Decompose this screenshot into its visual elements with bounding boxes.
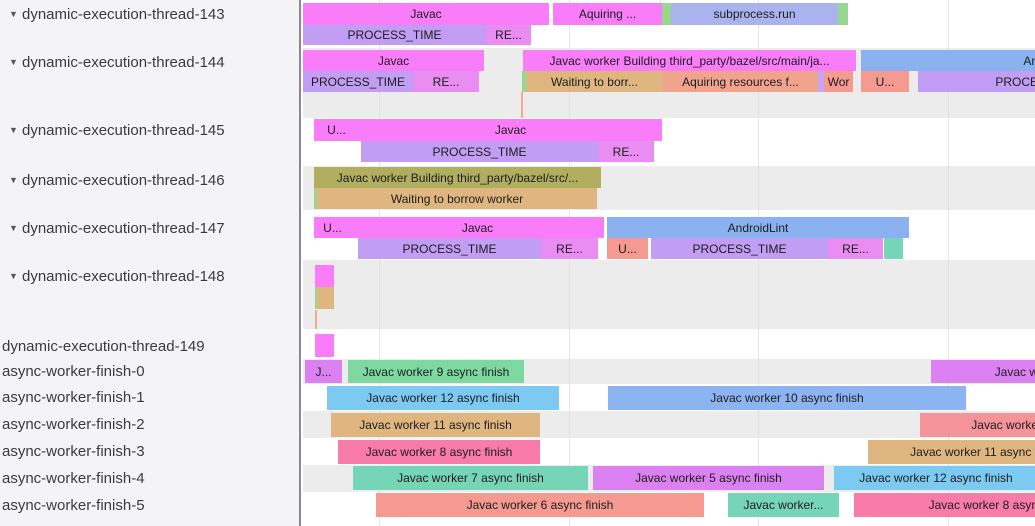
timeline-canvas[interactable]: Javac Aquiring ... subprocess.run PROCESS_T… — [303, 0, 1035, 526]
trace-slice-process-time[interactable]: PROCESS_TIME — [303, 71, 413, 92]
trace-slice[interactable] — [884, 238, 903, 259]
trace-slice-javac-worker-7-async-finish[interactable]: Javac worker 7 async finish — [353, 466, 588, 490]
time-gridline — [569, 0, 570, 526]
trace-slice-javac-worker-11-async-finish[interactable]: Javac worker 11 async finish — [331, 413, 540, 437]
trace-slice-waiting-to-borrow-worker[interactable]: Waiting to borrow worker — [317, 188, 597, 209]
trace-slice-process-time[interactable]: PROCESS_TIME — [303, 25, 486, 45]
track-name-text: dynamic-execution-thread-149 — [2, 337, 205, 355]
track-name-text: async-worker-finish-4 — [2, 469, 145, 487]
trace-slice[interactable] — [818, 71, 824, 92]
track-name-text: dynamic-execution-thread-145 — [22, 121, 225, 139]
trace-slice-u[interactable]: U... — [607, 238, 648, 259]
track-name-text: async-worker-finish-0 — [2, 362, 145, 380]
trace-slice-javac[interactable]: Javac — [303, 3, 549, 25]
track-group-label-dynamic-execution-thread-146[interactable]: ▼ dynamic-execution-thread-146 — [0, 170, 299, 190]
trace-slice-javac-worker-building-third-party-bazel-src-main-ja[interactable]: Javac worker Building third_party/bazel/… — [523, 50, 856, 71]
trace-slice-aquiring-resources-f[interactable]: Aquiring resources f... — [663, 71, 818, 92]
trace-slice-javac-worker-12-async-finish[interactable]: Javac worker 12 async finish — [327, 386, 559, 410]
trace-slice-javac[interactable]: Javac — [351, 217, 604, 238]
track-name-text: dynamic-execution-thread-148 — [22, 267, 225, 285]
trace-slice[interactable] — [315, 334, 334, 357]
collapse-triangle-icon[interactable]: ▼ — [9, 9, 18, 19]
trace-slice-re[interactable]: RE... — [598, 141, 654, 162]
track-group-label-dynamic-execution-thread-145[interactable]: ▼ dynamic-execution-thread-145 — [0, 120, 299, 140]
track-group-label-async-worker-finish-3[interactable]: async-worker-finish-3 — [0, 441, 299, 461]
trace-slice-waiting-to-borr[interactable]: Waiting to borr... — [526, 71, 663, 92]
track-group-label-async-worker-finish-5[interactable]: async-worker-finish-5 — [0, 495, 299, 515]
track-group-label-dynamic-execution-thread-148[interactable]: ▼ dynamic-execution-thread-148 — [0, 266, 299, 286]
collapse-triangle-icon[interactable]: ▼ — [9, 271, 18, 281]
track-group-label-dynamic-execution-thread-147[interactable]: ▼ dynamic-execution-thread-147 — [0, 218, 299, 238]
trace-slice-an[interactable]: An — [861, 50, 1035, 71]
trace-slice-javac[interactable]: Javac — [359, 119, 662, 141]
trace-slice[interactable] — [838, 3, 848, 25]
trace-slice-process-time[interactable]: PROCESS_TIME — [361, 141, 598, 162]
trace-slice-subprocess-run[interactable]: subprocess.run — [671, 3, 838, 25]
trace-slice-javac-worker-10-async-finish[interactable]: Javac worker 10 async finish — [608, 386, 966, 410]
time-gridline — [379, 0, 380, 526]
trace-slice-javac-worker-8-async-finish[interactable]: Javac worker 8 async finish — [338, 440, 540, 464]
trace-slice-javac-worker-8-asyn[interactable]: Javac worker 8 asyn — [854, 493, 1035, 517]
trace-slice-javac-worker[interactable]: Javac worker... — [728, 493, 839, 517]
track-name-text: dynamic-execution-thread-146 — [22, 171, 225, 189]
track-name-text: async-worker-finish-2 — [2, 415, 145, 433]
track-group-label-dynamic-execution-thread-144[interactable]: ▼ dynamic-execution-thread-144 — [0, 52, 299, 72]
trace-slice-javac-worker-9-async-finish[interactable]: Javac worker 9 async finish — [348, 360, 524, 383]
trace-slice-re[interactable]: RE... — [541, 238, 598, 259]
track-name-sidebar: ▼ dynamic-execution-thread-143 ▼ dynamic-ex… — [0, 0, 301, 526]
time-gridline — [758, 0, 759, 526]
track-group-label-dynamic-execution-thread-143[interactable]: ▼ dynamic-execution-thread-143 — [0, 4, 299, 24]
track-group-label-async-worker-finish-4[interactable]: async-worker-finish-4 — [0, 468, 299, 488]
trace-slice-re[interactable]: RE... — [486, 25, 531, 45]
track-name-text: dynamic-execution-thread-144 — [22, 53, 225, 71]
track-group-label-async-worker-finish-1[interactable]: async-worker-finish-1 — [0, 387, 299, 407]
track-section-background — [303, 260, 1035, 329]
trace-slice[interactable] — [315, 287, 317, 309]
trace-slice-j[interactable]: J... — [305, 360, 342, 383]
trace-slice-javac[interactable]: Javac — [303, 50, 484, 71]
collapse-triangle-icon[interactable]: ▼ — [9, 57, 18, 67]
trace-slice-thin-marker[interactable] — [521, 92, 523, 118]
trace-slice[interactable] — [314, 188, 317, 209]
trace-slice-javac-worker-building-third-party-bazel-src[interactable]: Javac worker Building third_party/bazel/… — [314, 167, 601, 188]
trace-slice-javac-worker-12-async-finish[interactable]: Javac worker 12 async finish — [834, 466, 1035, 490]
collapse-triangle-icon[interactable]: ▼ — [9, 223, 18, 233]
trace-slice-javac-worker-5-async-finish[interactable]: Javac worker 5 async finish — [593, 466, 824, 490]
trace-slice-re[interactable]: RE... — [828, 238, 883, 259]
trace-slice-thin-marker[interactable] — [315, 310, 317, 329]
track-name-text: dynamic-execution-thread-147 — [22, 219, 225, 237]
trace-slice-androidlint[interactable]: AndroidLint — [607, 217, 909, 238]
trace-slice-javac-w[interactable]: Javac w — [931, 360, 1035, 383]
track-group-label-async-worker-finish-2[interactable]: async-worker-finish-2 — [0, 414, 299, 434]
trace-slice-re[interactable]: RE... — [413, 71, 479, 92]
trace-slice-javac-worke[interactable]: Javac worke — [920, 413, 1035, 437]
track-name-text: async-worker-finish-1 — [2, 388, 145, 406]
trace-slice[interactable] — [317, 287, 334, 309]
collapse-triangle-icon[interactable]: ▼ — [9, 175, 18, 185]
trace-slice-proce[interactable]: PROCE — [918, 71, 1035, 92]
track-section-background — [303, 329, 1035, 359]
trace-slice-javac-worker-6-async-finish[interactable]: Javac worker 6 async finish — [376, 493, 704, 517]
track-name-text: dynamic-execution-thread-143 — [22, 5, 225, 23]
time-gridline — [948, 0, 949, 526]
collapse-triangle-icon[interactable]: ▼ — [9, 125, 18, 135]
trace-slice[interactable] — [315, 265, 334, 287]
trace-slice-process-time[interactable]: PROCESS_TIME — [651, 238, 828, 259]
track-group-label-async-worker-finish-0[interactable]: async-worker-finish-0 — [0, 361, 299, 381]
trace-slice-javac-worker-11-async-f[interactable]: Javac worker 11 async f — [868, 440, 1035, 464]
trace-slice[interactable] — [662, 3, 671, 25]
track-name-text: async-worker-finish-3 — [2, 442, 145, 460]
trace-slice-u[interactable]: U... — [861, 71, 909, 92]
trace-slice-u[interactable]: U... — [314, 217, 351, 238]
trace-slice-wor[interactable]: Wor — [824, 71, 853, 92]
trace-slice-process-time[interactable]: PROCESS_TIME — [358, 238, 541, 259]
trace-slice-aquiring[interactable]: Aquiring ... — [553, 3, 662, 25]
trace-slice-u[interactable]: U... — [314, 119, 359, 141]
track-name-text: async-worker-finish-5 — [2, 496, 145, 514]
trace-slice[interactable] — [522, 71, 526, 92]
track-group-label-dynamic-execution-thread-149[interactable]: dynamic-execution-thread-149 — [0, 336, 299, 356]
